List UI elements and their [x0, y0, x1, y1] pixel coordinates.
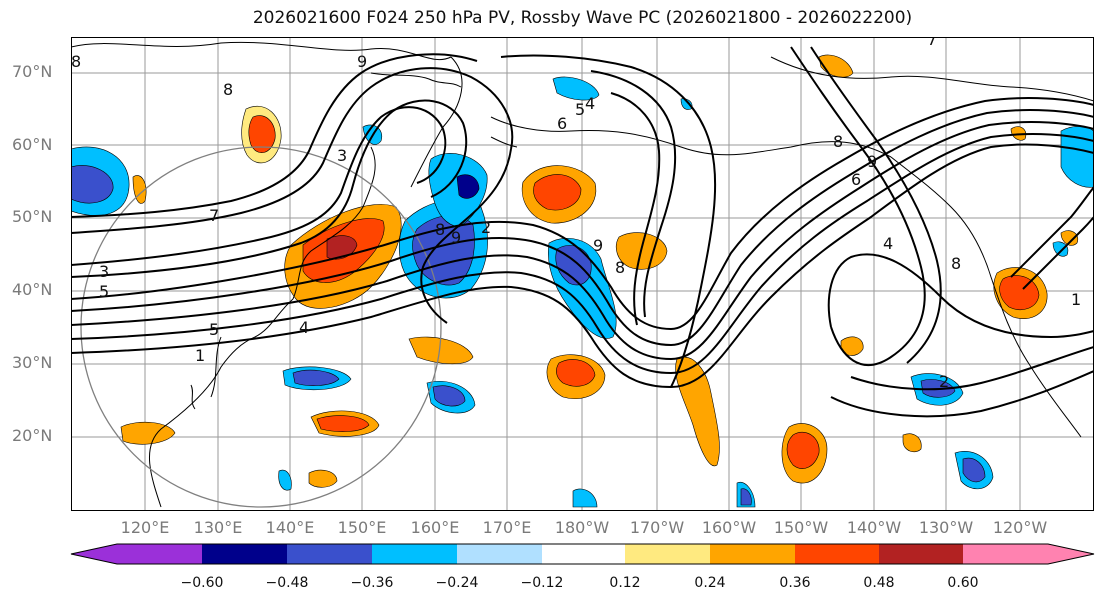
- colorbar-segment: [287, 544, 372, 564]
- map-frame: [71, 37, 1094, 511]
- contour-label: 8: [833, 132, 843, 151]
- map-panel: 8 9 8 7 3 5 5 4 1 3 8 9 6 5 4 9 8 2 7 6 …: [71, 37, 1094, 511]
- contour-label: 8: [435, 220, 445, 239]
- contour-label: 6: [851, 170, 861, 189]
- contour-label: 5: [99, 282, 109, 301]
- contour-label: 8: [951, 254, 961, 273]
- contour-label: 4: [299, 318, 309, 337]
- lon-label-130e: 130°E: [193, 518, 243, 537]
- lat-label-30n: 30°N: [12, 353, 53, 372]
- contour-label: 9: [867, 152, 877, 171]
- contour-label: 9: [593, 236, 603, 255]
- colorbar-segment: [457, 544, 542, 564]
- contour-label: 7: [927, 37, 937, 49]
- contour-label: 8: [615, 258, 625, 277]
- contour-label: 1: [1071, 290, 1081, 309]
- colorbar-tick: −0.60: [180, 575, 224, 591]
- lat-label-70n: 70°N: [12, 62, 53, 81]
- contour-label: 5: [209, 320, 219, 339]
- lon-label-150w: 150°W: [773, 518, 829, 537]
- colorbar-segment: [710, 544, 795, 564]
- colorbar-outline: [70, 543, 1095, 565]
- contour-label: 1: [195, 346, 205, 365]
- colorbar-tick: −0.36: [350, 575, 394, 591]
- colorbar-segment: [963, 544, 1094, 564]
- contour-label: 6: [557, 114, 567, 133]
- lon-label-120w: 120°W: [992, 518, 1048, 537]
- contour-label: 8: [71, 52, 81, 71]
- lon-label-120e: 120°E: [120, 518, 170, 537]
- map-svg: 8 9 8 7 3 5 5 4 1 3 8 9 6 5 4 9 8 2 7 6 …: [71, 37, 1094, 511]
- contour-label: 9: [451, 228, 461, 247]
- lon-label-160w: 160°W: [701, 518, 757, 537]
- contour-labels: 8 9 8 7 3 5 5 4 1 3 8 9 6 5 4 9 8 2 7 6 …: [71, 37, 1081, 391]
- colorbar-tick: 0.36: [779, 575, 811, 591]
- pv-contours: [71, 46, 1094, 418]
- lon-label-170w: 170°W: [629, 518, 685, 537]
- colorbar-tick: 0.60: [947, 575, 979, 591]
- colorbar-segment: [202, 544, 287, 564]
- contour-label: 3: [99, 262, 109, 281]
- colorbar-segment: [879, 544, 963, 564]
- colorbar-tick: 0.24: [694, 575, 726, 591]
- contour-label: 5: [575, 100, 585, 119]
- contour-label: 8: [223, 80, 233, 99]
- colorbar-segment: [71, 544, 202, 564]
- colorbar-tick: −0.12: [520, 575, 564, 591]
- contour-label: 2: [939, 372, 949, 391]
- lon-label-150e: 150°E: [337, 518, 387, 537]
- colorbar-segment: [625, 544, 710, 564]
- colorbar-segment: [542, 544, 625, 564]
- lon-label-130w: 130°W: [918, 518, 974, 537]
- colorbar-segment: [372, 544, 457, 564]
- contour-label: 4: [585, 94, 595, 113]
- colorbar-tick: 0.12: [609, 575, 641, 591]
- contour-label: 4: [883, 234, 893, 253]
- colorbar-segment: [795, 544, 879, 564]
- lat-label-20n: 20°N: [12, 426, 53, 445]
- lat-label-40n: 40°N: [12, 280, 53, 299]
- contour-label: 3: [337, 146, 347, 165]
- contour-label: 2: [481, 218, 491, 237]
- colorbar-tick: −0.48: [265, 575, 309, 591]
- colorbar-tick: −0.24: [435, 575, 479, 591]
- lat-label-50n: 50°N: [12, 207, 53, 226]
- lon-label-140e: 140°E: [265, 518, 315, 537]
- colorbar-tick: 0.48: [863, 575, 895, 591]
- lon-label-180w: 180°W: [554, 518, 610, 537]
- colorbar: [70, 543, 1095, 565]
- lat-label-60n: 60°N: [12, 135, 53, 154]
- range-ring: [80, 146, 442, 508]
- lon-label-170e: 170°E: [482, 518, 532, 537]
- lon-label-140w: 140°W: [846, 518, 902, 537]
- map-title: 2026021600 F024 250 hPa PV, Rossby Wave …: [252, 8, 913, 28]
- coastlines: [71, 41, 1094, 508]
- contour-label: 7: [209, 206, 219, 225]
- lon-label-160e: 160°E: [410, 518, 460, 537]
- contour-label: 9: [357, 52, 367, 71]
